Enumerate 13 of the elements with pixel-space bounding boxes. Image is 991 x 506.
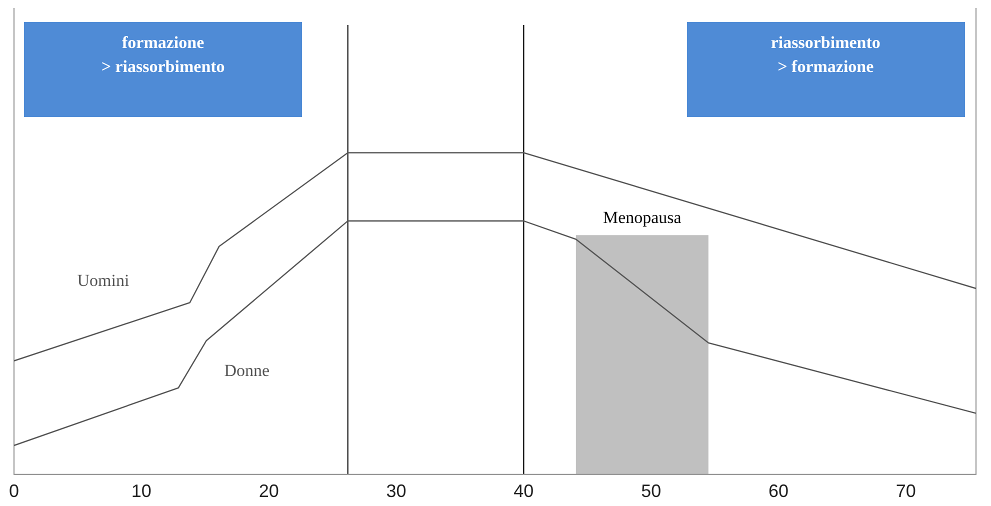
x-tick-label: 0 — [8, 481, 20, 502]
x-tick-label: 50 — [641, 481, 662, 502]
x-tick-label: 20 — [258, 481, 279, 502]
series-label: Uomini — [77, 270, 130, 290]
x-tick-label: 10 — [131, 481, 152, 502]
band-label: Menopausa — [602, 208, 682, 228]
x-tick-label: 30 — [386, 481, 406, 502]
series-label: Donne — [224, 360, 270, 380]
x-tick-label: 60 — [768, 481, 789, 502]
x-tick-label: 70 — [896, 481, 916, 502]
note-box: riassorbimento > formazione — [686, 22, 965, 117]
x-tick-label: 40 — [514, 481, 534, 502]
note-box: formazione > riassorbimento — [24, 22, 302, 117]
